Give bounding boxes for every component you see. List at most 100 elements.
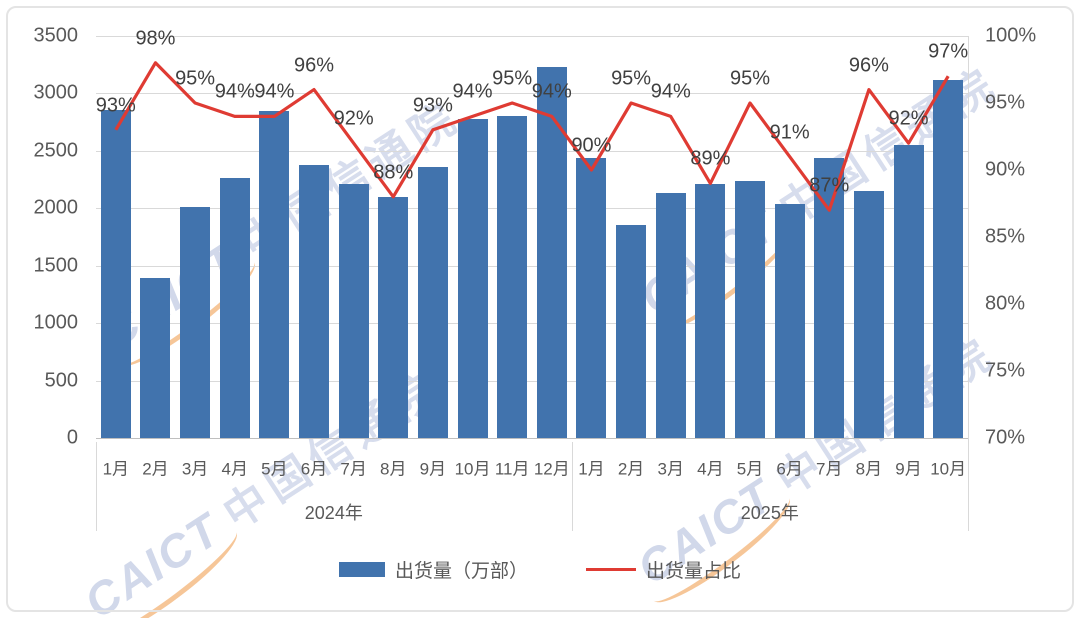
shipment-bar (695, 183, 726, 438)
x-axis-month-label: 10月 (454, 459, 491, 479)
gridline (96, 323, 968, 325)
x-axis-month-label: 11月 (494, 459, 530, 479)
plot-right-border (968, 36, 969, 531)
x-axis-month-label: 2月 (142, 459, 169, 479)
shipment-bar (655, 193, 686, 438)
shipment-bar (259, 110, 290, 438)
data-label: 94% (452, 80, 493, 103)
shipment-bar (417, 166, 448, 438)
x-axis-month-label: 3月 (657, 459, 684, 479)
x-axis-year-label: 2025年 (740, 503, 799, 523)
x-axis-month-label: 12月 (533, 459, 570, 479)
y-axis-tick-right: 85% (985, 225, 1026, 248)
data-label: 93% (95, 94, 136, 117)
shipment-bar (774, 203, 805, 438)
axis-separator (571, 442, 573, 531)
x-axis-month-label: 8月 (380, 459, 407, 479)
data-label: 95% (729, 67, 771, 90)
shipment-bar (299, 164, 329, 438)
y-axis-tick-left: 0 (66, 426, 78, 449)
x-axis-month-label: 4月 (221, 459, 248, 479)
axis-separator (96, 442, 97, 531)
data-label: 90% (571, 134, 612, 157)
data-label: 92% (888, 107, 929, 130)
x-axis-month-label: 9月 (419, 459, 447, 479)
x-axis-month-label: 6月 (300, 459, 328, 479)
x-axis-month-label: 7月 (340, 459, 367, 479)
shipment-bar (338, 184, 369, 438)
y-axis-tick-left: 3000 (33, 81, 79, 104)
y-axis-tick-right: 80% (985, 292, 1026, 315)
shipment-bar (814, 157, 845, 438)
legend-bar-swatch (338, 562, 385, 577)
data-label: 93% (412, 94, 453, 117)
y-axis-tick-right: 70% (985, 426, 1026, 449)
shipment-bar (378, 196, 409, 438)
shipment-bar (100, 109, 131, 438)
y-axis-tick-left: 1500 (33, 254, 79, 277)
shipment-bar (536, 67, 567, 438)
x-axis-month-label: 5月 (736, 459, 764, 479)
legend-line-swatch (586, 568, 636, 571)
shipment-bar (457, 118, 488, 438)
x-axis-month-label: 8月 (855, 459, 883, 479)
x-axis-month-label: 1月 (578, 459, 605, 479)
x-axis-month-label: 3月 (181, 459, 209, 479)
data-label: 95% (175, 67, 216, 90)
data-label: 96% (293, 54, 335, 77)
shipment-bar (576, 157, 607, 438)
shipment-bar (219, 178, 250, 438)
data-label: 87% (809, 174, 850, 197)
data-label: 95% (492, 67, 533, 90)
x-axis-line (96, 438, 968, 439)
x-axis-month-label: 6月 (776, 459, 803, 479)
legend: 出货量（万部） 出货量占比 (0, 556, 1080, 583)
shipment-bar (735, 181, 765, 438)
shipment-bar (140, 277, 171, 438)
gridline (96, 265, 968, 267)
gridline (96, 380, 968, 382)
legend-label-shipments: 出货量（万部） (394, 561, 528, 582)
y-axis-tick-right: 95% (985, 91, 1026, 114)
data-label: 89% (690, 147, 731, 170)
data-label: 94% (650, 80, 691, 103)
data-label: 92% (333, 107, 374, 130)
data-label: 94% (214, 80, 255, 103)
x-axis-month-label: 4月 (697, 459, 724, 479)
shipment-bar (180, 206, 211, 438)
x-axis-month-label: 10月 (930, 459, 967, 479)
y-axis-tick-left: 2500 (33, 139, 79, 162)
legend-item-shipments: 出货量（万部） (338, 556, 528, 583)
data-label: 97% (928, 40, 969, 63)
data-label: 94% (531, 80, 572, 103)
x-axis-month-label: 2月 (617, 459, 645, 479)
shipment-bar (616, 224, 647, 438)
y-axis-tick-right: 90% (985, 158, 1026, 181)
shipment-bar (853, 191, 884, 438)
y-axis-tick-left: 3500 (33, 24, 79, 47)
shipment-bar (893, 144, 924, 438)
y-axis-tick-left: 500 (44, 369, 78, 392)
y-axis-tick-right: 75% (985, 359, 1026, 382)
x-axis-year-label: 2024年 (304, 503, 363, 523)
gridline (96, 36, 968, 37)
legend-label-ratio: 出货量占比 (646, 561, 742, 582)
data-label: 98% (135, 27, 176, 50)
x-axis-month-label: 1月 (102, 459, 130, 479)
x-axis-month-label: 5月 (261, 459, 288, 479)
shipment-bar (933, 80, 964, 438)
data-label: 88% (373, 161, 414, 184)
legend-item-ratio: 出货量占比 (586, 556, 741, 583)
data-label: 96% (848, 54, 889, 77)
data-label: 95% (611, 67, 652, 90)
gridline (96, 150, 968, 152)
x-axis-month-label: 7月 (816, 459, 843, 479)
y-axis-tick-left: 2000 (33, 196, 79, 219)
y-axis-tick-left: 1000 (33, 311, 79, 334)
x-axis-month-label: 9月 (895, 459, 922, 479)
shipment-bar (497, 115, 528, 438)
data-label: 94% (254, 80, 295, 103)
data-label: 91% (769, 121, 810, 144)
y-axis-tick-right: 100% (985, 24, 1037, 47)
